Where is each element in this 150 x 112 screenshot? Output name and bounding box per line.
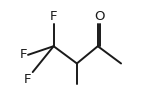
Text: F: F — [19, 48, 27, 61]
Text: O: O — [94, 10, 104, 23]
Text: F: F — [50, 10, 57, 23]
Text: F: F — [24, 73, 32, 86]
